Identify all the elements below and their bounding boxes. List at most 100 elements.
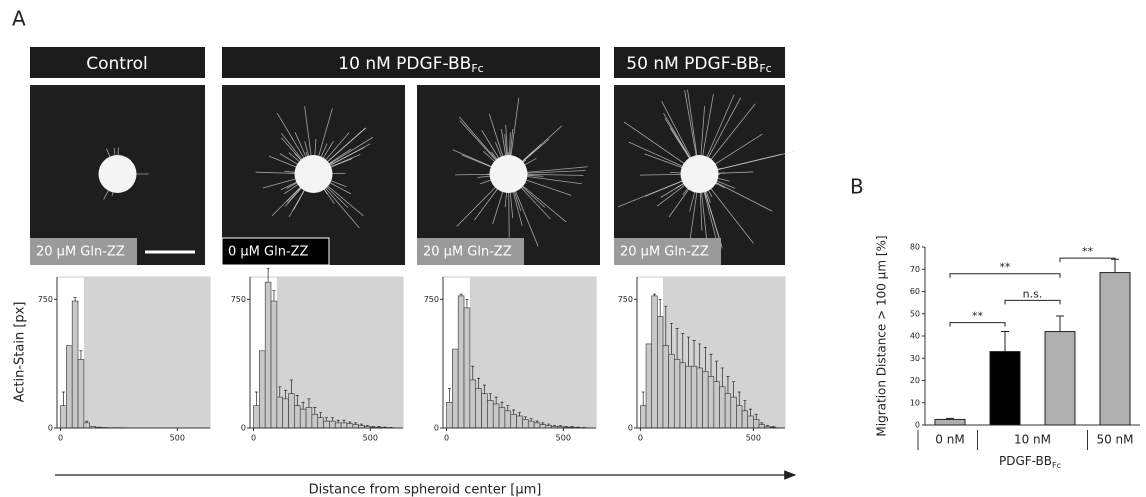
histogram-bar [696,367,703,429]
histogram-bar [253,405,260,429]
x-tick-label: 10 nM [1014,433,1051,447]
error-bar [698,343,702,368]
histogram-bar [657,316,664,429]
histogram-bar [651,295,658,429]
histogram-bar [730,396,737,429]
histogram-bar [71,300,79,429]
histogram-bar [522,419,529,429]
error-bar [558,425,562,427]
error-bar [1001,331,1009,352]
histogram-bar [539,424,547,429]
error-bar [360,423,364,426]
y-tick-label: 10 [910,398,920,407]
error-bar [658,298,662,317]
error-bar [732,381,736,398]
error-bar [749,408,753,416]
image-label: 20 µM Gln-ZZ [36,245,125,260]
histogram-bar [294,405,301,429]
histogram-bar [487,400,494,429]
image-label-box [417,238,524,265]
y-tick-label: 750 [618,295,633,304]
error-bar [471,365,475,380]
error-bar [653,293,657,296]
y-tick-label: 40 [910,332,920,341]
error-bar [61,391,65,406]
error-bar [295,395,299,406]
header: Control [86,54,147,74]
bar [1044,331,1076,426]
histogram-bar [323,420,330,429]
error-bar [641,391,645,406]
histogram-bar [352,424,359,429]
image-label-box [30,238,137,265]
histogram-bar [685,365,692,429]
spheroid [98,155,137,193]
y-tick-label: 750 [424,295,439,304]
histogram-bar [673,359,681,429]
error-bar [675,328,679,360]
histogram-bar [463,307,471,429]
error-bar [715,360,719,382]
histogram-bar [713,381,720,429]
error-bar [1056,315,1064,332]
histogram-bar [340,422,348,429]
error-bar [720,367,724,387]
header-bar [614,47,785,78]
panel-label: A [12,7,26,31]
error-bar [726,376,730,394]
histogram-bar [270,300,278,429]
histogram-bar [753,419,760,429]
histogram-bar [668,353,675,429]
y-axis-label: Actin-Stain [px] [13,302,28,403]
error-bar [354,422,358,425]
error-bar [541,422,545,425]
error-bar [336,419,340,423]
image-label: 20 µM Gln-ZZ [620,245,709,260]
histogram-bar [533,422,541,429]
significance-bracket [1004,299,1061,305]
error-bar [523,416,527,420]
error-bar [703,347,707,372]
histogram-bar [707,376,715,429]
y-tick-label: 70 [910,265,920,274]
spheroid [489,155,528,193]
error-bar [669,322,673,355]
image-label-box [221,237,330,266]
error-bar [692,340,696,367]
error-bar [506,405,510,411]
image-label: 20 µM Gln-ZZ [423,245,512,260]
error-bar [254,391,258,406]
error-bar [570,426,574,428]
histogram-bar [60,405,67,429]
spheroid [294,155,333,193]
error-bar [477,377,481,389]
panel-label: B [850,175,864,199]
y-tick-label: 20 [910,376,920,385]
histogram-bar [282,398,289,429]
bar [989,351,1021,426]
error-bar [765,425,769,427]
histogram-bar [640,405,647,429]
histogram-bar [469,379,477,429]
error-bar [447,388,451,403]
histogram-bar [259,350,266,429]
error-bar [494,396,498,404]
error-bar [330,417,334,422]
image-label-box [614,238,721,265]
error-bar [535,420,539,423]
error-bar [284,389,288,399]
x-tick-label: 0 [444,434,449,443]
error-bar [564,426,568,428]
spheroid [680,155,719,193]
y-tick-label: 0 [241,424,246,433]
histogram-bar [758,424,765,429]
error-bar [85,420,89,423]
histogram-bar [311,413,319,429]
significance-label: n.s. [1023,287,1043,300]
x-tick-label: 500 [556,434,571,443]
error-bar [771,426,775,428]
y-tick-label: 50 [910,309,920,318]
error-bar [743,400,747,411]
histogram-bar [662,345,669,429]
histogram-bar [504,410,512,429]
